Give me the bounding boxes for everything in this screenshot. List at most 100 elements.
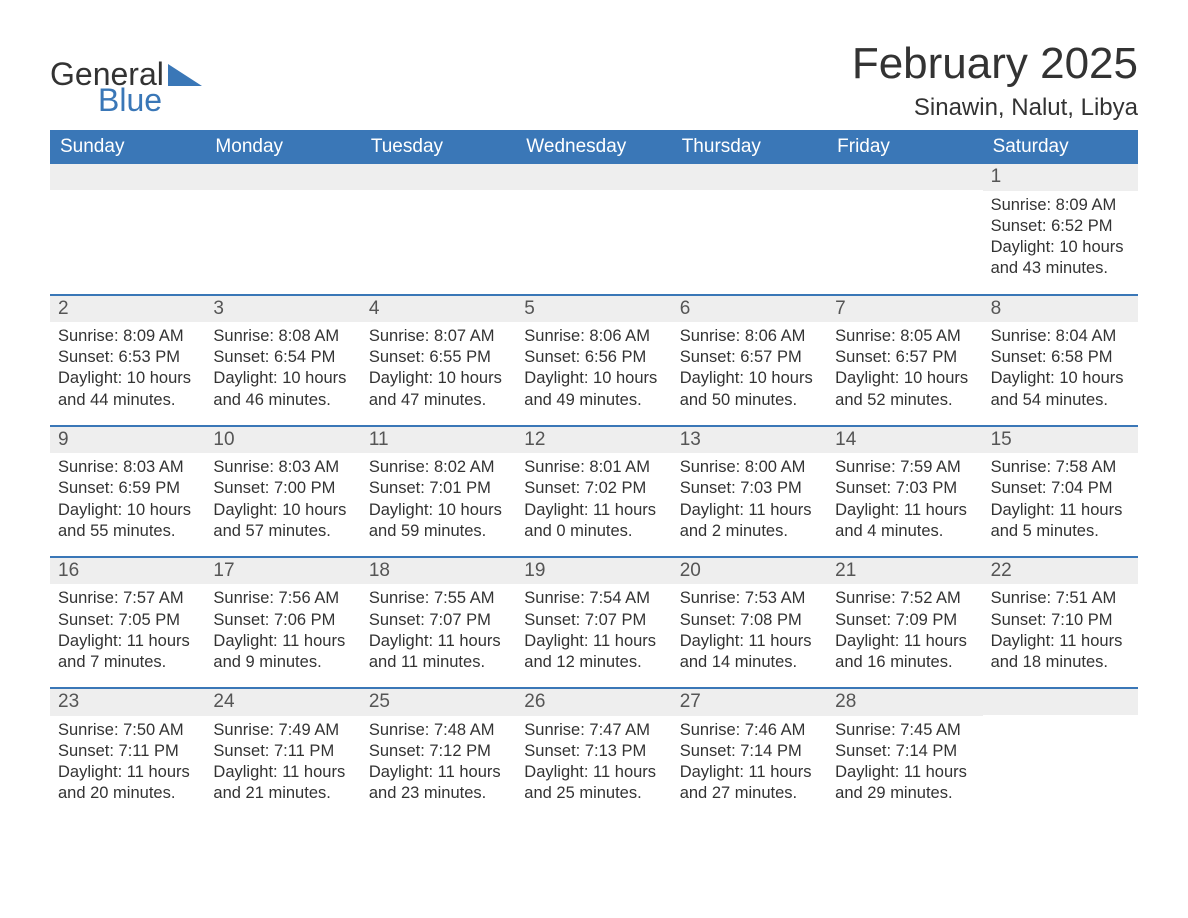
daylight-line-2: and 50 minutes. [680, 390, 819, 411]
day-number: 17 [205, 558, 360, 585]
day-cell: 14Sunrise: 7:59 AMSunset: 7:03 PMDayligh… [827, 427, 982, 556]
day-number [50, 164, 205, 190]
sunrise-line: Sunrise: 7:54 AM [524, 588, 663, 609]
dow-saturday: Saturday [983, 130, 1138, 164]
day-number: 2 [50, 296, 205, 323]
logo-text: General Blue [50, 58, 164, 116]
day-cell: 18Sunrise: 7:55 AMSunset: 7:07 PMDayligh… [361, 558, 516, 687]
sunset-line: Sunset: 7:14 PM [680, 741, 819, 762]
day-cell [361, 164, 516, 293]
day-cell: 10Sunrise: 8:03 AMSunset: 7:00 PMDayligh… [205, 427, 360, 556]
daylight-line-2: and 16 minutes. [835, 652, 974, 673]
day-cell [672, 164, 827, 293]
day-details: Sunrise: 7:59 AMSunset: 7:03 PMDaylight:… [827, 453, 982, 541]
daylight-line-1: Daylight: 11 hours [680, 500, 819, 521]
daylight-line-2: and 20 minutes. [58, 783, 197, 804]
day-details: Sunrise: 8:02 AMSunset: 7:01 PMDaylight:… [361, 453, 516, 541]
day-of-week-header: Sunday Monday Tuesday Wednesday Thursday… [50, 130, 1138, 164]
sunrise-line: Sunrise: 7:52 AM [835, 588, 974, 609]
daylight-line-2: and 7 minutes. [58, 652, 197, 673]
daylight-line-1: Daylight: 10 hours [835, 368, 974, 389]
sunrise-line: Sunrise: 7:51 AM [991, 588, 1130, 609]
day-details: Sunrise: 8:03 AMSunset: 6:59 PMDaylight:… [50, 453, 205, 541]
sunset-line: Sunset: 7:09 PM [835, 610, 974, 631]
dow-sunday: Sunday [50, 130, 205, 164]
dow-thursday: Thursday [672, 130, 827, 164]
dow-wednesday: Wednesday [516, 130, 671, 164]
day-cell [827, 164, 982, 293]
daylight-line-1: Daylight: 11 hours [835, 762, 974, 783]
header-row: General Blue February 2025 Sinawin, Nalu… [50, 40, 1138, 122]
daylight-line-1: Daylight: 11 hours [213, 762, 352, 783]
sunset-line: Sunset: 7:11 PM [213, 741, 352, 762]
sunset-line: Sunset: 7:13 PM [524, 741, 663, 762]
day-cell: 27Sunrise: 7:46 AMSunset: 7:14 PMDayligh… [672, 689, 827, 818]
sunset-line: Sunset: 7:06 PM [213, 610, 352, 631]
sunrise-line: Sunrise: 8:04 AM [991, 326, 1130, 347]
daylight-line-2: and 43 minutes. [991, 258, 1130, 279]
sunset-line: Sunset: 6:54 PM [213, 347, 352, 368]
day-number: 22 [983, 558, 1138, 585]
sunrise-line: Sunrise: 8:06 AM [680, 326, 819, 347]
day-number: 8 [983, 296, 1138, 323]
sunset-line: Sunset: 7:02 PM [524, 478, 663, 499]
day-details: Sunrise: 7:45 AMSunset: 7:14 PMDaylight:… [827, 716, 982, 804]
daylight-line-1: Daylight: 11 hours [369, 762, 508, 783]
day-number: 1 [983, 164, 1138, 191]
daylight-line-1: Daylight: 10 hours [991, 368, 1130, 389]
day-details: Sunrise: 8:01 AMSunset: 7:02 PMDaylight:… [516, 453, 671, 541]
week-row: 16Sunrise: 7:57 AMSunset: 7:05 PMDayligh… [50, 556, 1138, 687]
daylight-line-2: and 18 minutes. [991, 652, 1130, 673]
sunrise-line: Sunrise: 8:01 AM [524, 457, 663, 478]
day-number: 27 [672, 689, 827, 716]
day-number: 3 [205, 296, 360, 323]
daylight-line-1: Daylight: 10 hours [58, 368, 197, 389]
day-number: 20 [672, 558, 827, 585]
day-details: Sunrise: 7:53 AMSunset: 7:08 PMDaylight:… [672, 584, 827, 672]
day-number: 11 [361, 427, 516, 454]
day-number: 21 [827, 558, 982, 585]
sunset-line: Sunset: 6:56 PM [524, 347, 663, 368]
daylight-line-2: and 5 minutes. [991, 521, 1130, 542]
sunrise-line: Sunrise: 8:02 AM [369, 457, 508, 478]
sunrise-line: Sunrise: 8:09 AM [991, 195, 1130, 216]
brand-logo: General Blue [50, 40, 202, 116]
daylight-line-1: Daylight: 10 hours [524, 368, 663, 389]
day-details: Sunrise: 7:55 AMSunset: 7:07 PMDaylight:… [361, 584, 516, 672]
daylight-line-2: and 29 minutes. [835, 783, 974, 804]
sunset-line: Sunset: 7:08 PM [680, 610, 819, 631]
sunrise-line: Sunrise: 8:09 AM [58, 326, 197, 347]
daylight-line-2: and 46 minutes. [213, 390, 352, 411]
daylight-line-2: and 55 minutes. [58, 521, 197, 542]
day-number: 12 [516, 427, 671, 454]
sunrise-line: Sunrise: 8:06 AM [524, 326, 663, 347]
sunrise-line: Sunrise: 8:03 AM [58, 457, 197, 478]
day-number [827, 164, 982, 190]
daylight-line-1: Daylight: 11 hours [213, 631, 352, 652]
daylight-line-2: and 44 minutes. [58, 390, 197, 411]
sunrise-line: Sunrise: 8:05 AM [835, 326, 974, 347]
sunset-line: Sunset: 7:03 PM [680, 478, 819, 499]
day-number: 23 [50, 689, 205, 716]
day-details: Sunrise: 8:09 AMSunset: 6:52 PMDaylight:… [983, 191, 1138, 279]
day-cell: 26Sunrise: 7:47 AMSunset: 7:13 PMDayligh… [516, 689, 671, 818]
sunset-line: Sunset: 6:59 PM [58, 478, 197, 499]
day-details: Sunrise: 8:06 AMSunset: 6:56 PMDaylight:… [516, 322, 671, 410]
day-number: 26 [516, 689, 671, 716]
daylight-line-1: Daylight: 10 hours [680, 368, 819, 389]
daylight-line-2: and 54 minutes. [991, 390, 1130, 411]
daylight-line-1: Daylight: 11 hours [680, 762, 819, 783]
sunrise-line: Sunrise: 8:03 AM [213, 457, 352, 478]
day-cell [516, 164, 671, 293]
day-cell [205, 164, 360, 293]
daylight-line-1: Daylight: 10 hours [991, 237, 1130, 258]
daylight-line-2: and 47 minutes. [369, 390, 508, 411]
day-cell: 24Sunrise: 7:49 AMSunset: 7:11 PMDayligh… [205, 689, 360, 818]
day-details: Sunrise: 7:47 AMSunset: 7:13 PMDaylight:… [516, 716, 671, 804]
day-number: 19 [516, 558, 671, 585]
daylight-line-2: and 23 minutes. [369, 783, 508, 804]
month-title: February 2025 [852, 40, 1138, 88]
sunset-line: Sunset: 6:57 PM [680, 347, 819, 368]
day-cell: 25Sunrise: 7:48 AMSunset: 7:12 PMDayligh… [361, 689, 516, 818]
day-cell: 7Sunrise: 8:05 AMSunset: 6:57 PMDaylight… [827, 296, 982, 425]
